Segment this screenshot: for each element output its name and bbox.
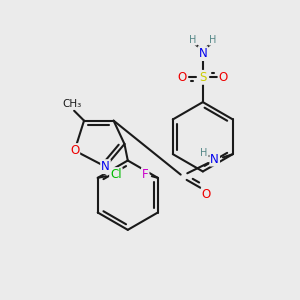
Text: F: F <box>142 168 148 181</box>
Text: O: O <box>178 71 187 84</box>
Text: N: N <box>199 47 207 60</box>
Text: N: N <box>210 153 219 166</box>
Text: H: H <box>209 35 216 45</box>
Text: H: H <box>200 148 208 158</box>
Text: H: H <box>189 35 197 45</box>
Text: Cl: Cl <box>110 168 122 181</box>
Text: S: S <box>199 71 206 84</box>
Text: O: O <box>219 71 228 84</box>
Text: O: O <box>202 188 211 201</box>
Text: N: N <box>101 160 110 173</box>
Text: O: O <box>70 144 79 157</box>
Text: CH₃: CH₃ <box>63 99 82 109</box>
